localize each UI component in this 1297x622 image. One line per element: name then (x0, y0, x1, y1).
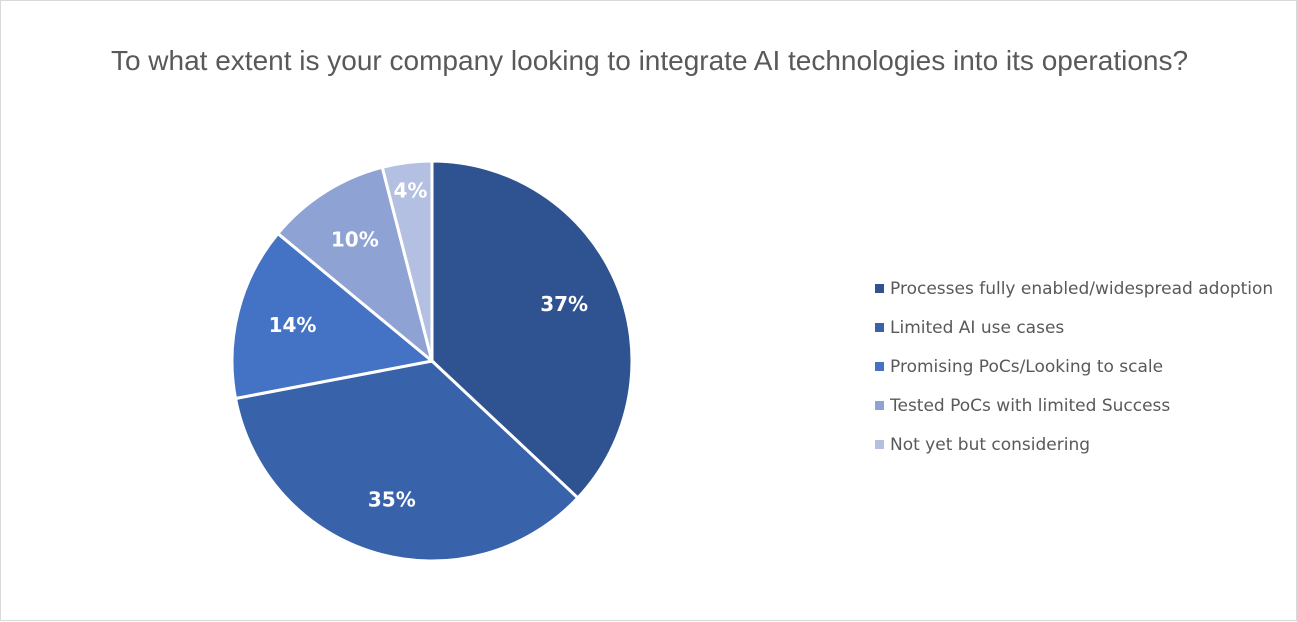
legend-label: Processes fully enabled/widespread adopt… (890, 278, 1274, 299)
slice-label: 37% (540, 292, 588, 316)
legend-swatch (875, 440, 884, 449)
pie-slice (233, 359, 580, 563)
legend-swatch (875, 362, 884, 371)
legend-swatch (875, 284, 884, 293)
legend-item: Promising PoCs/Looking to scale (875, 347, 1273, 386)
legend-swatch (875, 401, 884, 410)
legend-item: Limited AI use cases (875, 308, 1273, 347)
slice-label: 35% (368, 487, 416, 511)
slice-label: 4% (393, 178, 427, 202)
legend-item: Not yet but considering (875, 425, 1273, 464)
legend: Processes fully enabled/widespread adopt… (875, 269, 1273, 464)
legend-label: Limited AI use cases (890, 317, 1065, 338)
legend-item: Processes fully enabled/widespread adopt… (875, 269, 1273, 308)
legend-label: Not yet but considering (890, 434, 1091, 455)
legend-item: Tested PoCs with limited Success (875, 386, 1273, 425)
chart-title: To what extent is your company looking t… (110, 45, 1189, 76)
slice-label: 14% (269, 313, 317, 337)
slice-label: 10% (331, 227, 379, 251)
pie-slice (230, 231, 436, 401)
legend-label: Tested PoCs with limited Success (890, 395, 1171, 416)
pie-slice (380, 159, 434, 362)
legend-label: Promising PoCs/Looking to scale (890, 356, 1164, 377)
pie-slice (430, 159, 634, 501)
legend-swatch (875, 323, 884, 332)
